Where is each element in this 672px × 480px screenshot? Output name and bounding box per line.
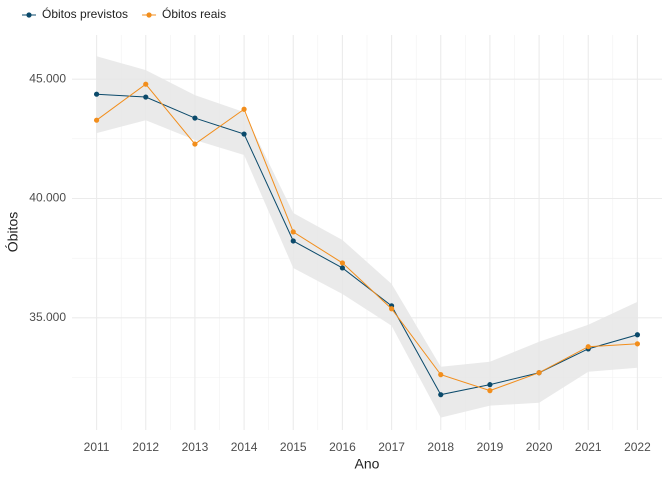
point bbox=[143, 94, 149, 100]
point bbox=[241, 106, 247, 112]
confidence-band bbox=[96, 56, 638, 418]
x-tick-label: 2018 bbox=[427, 440, 454, 454]
y-tick-label: 45.000 bbox=[29, 71, 66, 85]
point bbox=[634, 332, 641, 338]
point bbox=[487, 388, 493, 394]
point bbox=[634, 341, 641, 347]
legend-key-point bbox=[146, 12, 152, 18]
y-tick-label: 40.000 bbox=[29, 191, 66, 205]
x-axis-title: Ano bbox=[355, 456, 380, 472]
point bbox=[143, 81, 149, 87]
point bbox=[93, 91, 100, 97]
x-tick-label: 2013 bbox=[182, 440, 209, 454]
point bbox=[93, 117, 100, 123]
point bbox=[192, 115, 198, 121]
point bbox=[192, 141, 198, 147]
x-tick-label: 2021 bbox=[575, 440, 602, 454]
point bbox=[241, 131, 247, 137]
point bbox=[438, 392, 444, 398]
x-tick-label: 2017 bbox=[378, 440, 405, 454]
point bbox=[339, 260, 346, 266]
point bbox=[585, 344, 591, 350]
y-axis-title: Óbitos bbox=[5, 212, 21, 252]
point bbox=[290, 229, 296, 235]
point bbox=[290, 238, 296, 244]
point bbox=[536, 370, 542, 376]
point bbox=[388, 306, 395, 312]
legend-label: Óbitos previstos bbox=[42, 6, 128, 21]
x-tick-label: 2015 bbox=[280, 440, 307, 454]
x-tick-label: 2012 bbox=[132, 440, 159, 454]
point bbox=[487, 382, 493, 388]
x-tick-label: 2011 bbox=[84, 440, 110, 454]
x-tick-label: 2014 bbox=[231, 440, 258, 454]
point bbox=[438, 372, 444, 378]
series-line bbox=[96, 83, 638, 392]
x-tick-label: 2020 bbox=[526, 440, 553, 454]
point bbox=[339, 265, 346, 271]
y-tick-label: 35.000 bbox=[29, 310, 66, 324]
legend-key-point bbox=[26, 12, 32, 18]
legend-label: Óbitos reais bbox=[162, 6, 226, 21]
x-tick-label: 2019 bbox=[477, 440, 504, 454]
x-tick-label: 2022 bbox=[624, 440, 651, 454]
x-tick-label: 2016 bbox=[329, 440, 356, 454]
